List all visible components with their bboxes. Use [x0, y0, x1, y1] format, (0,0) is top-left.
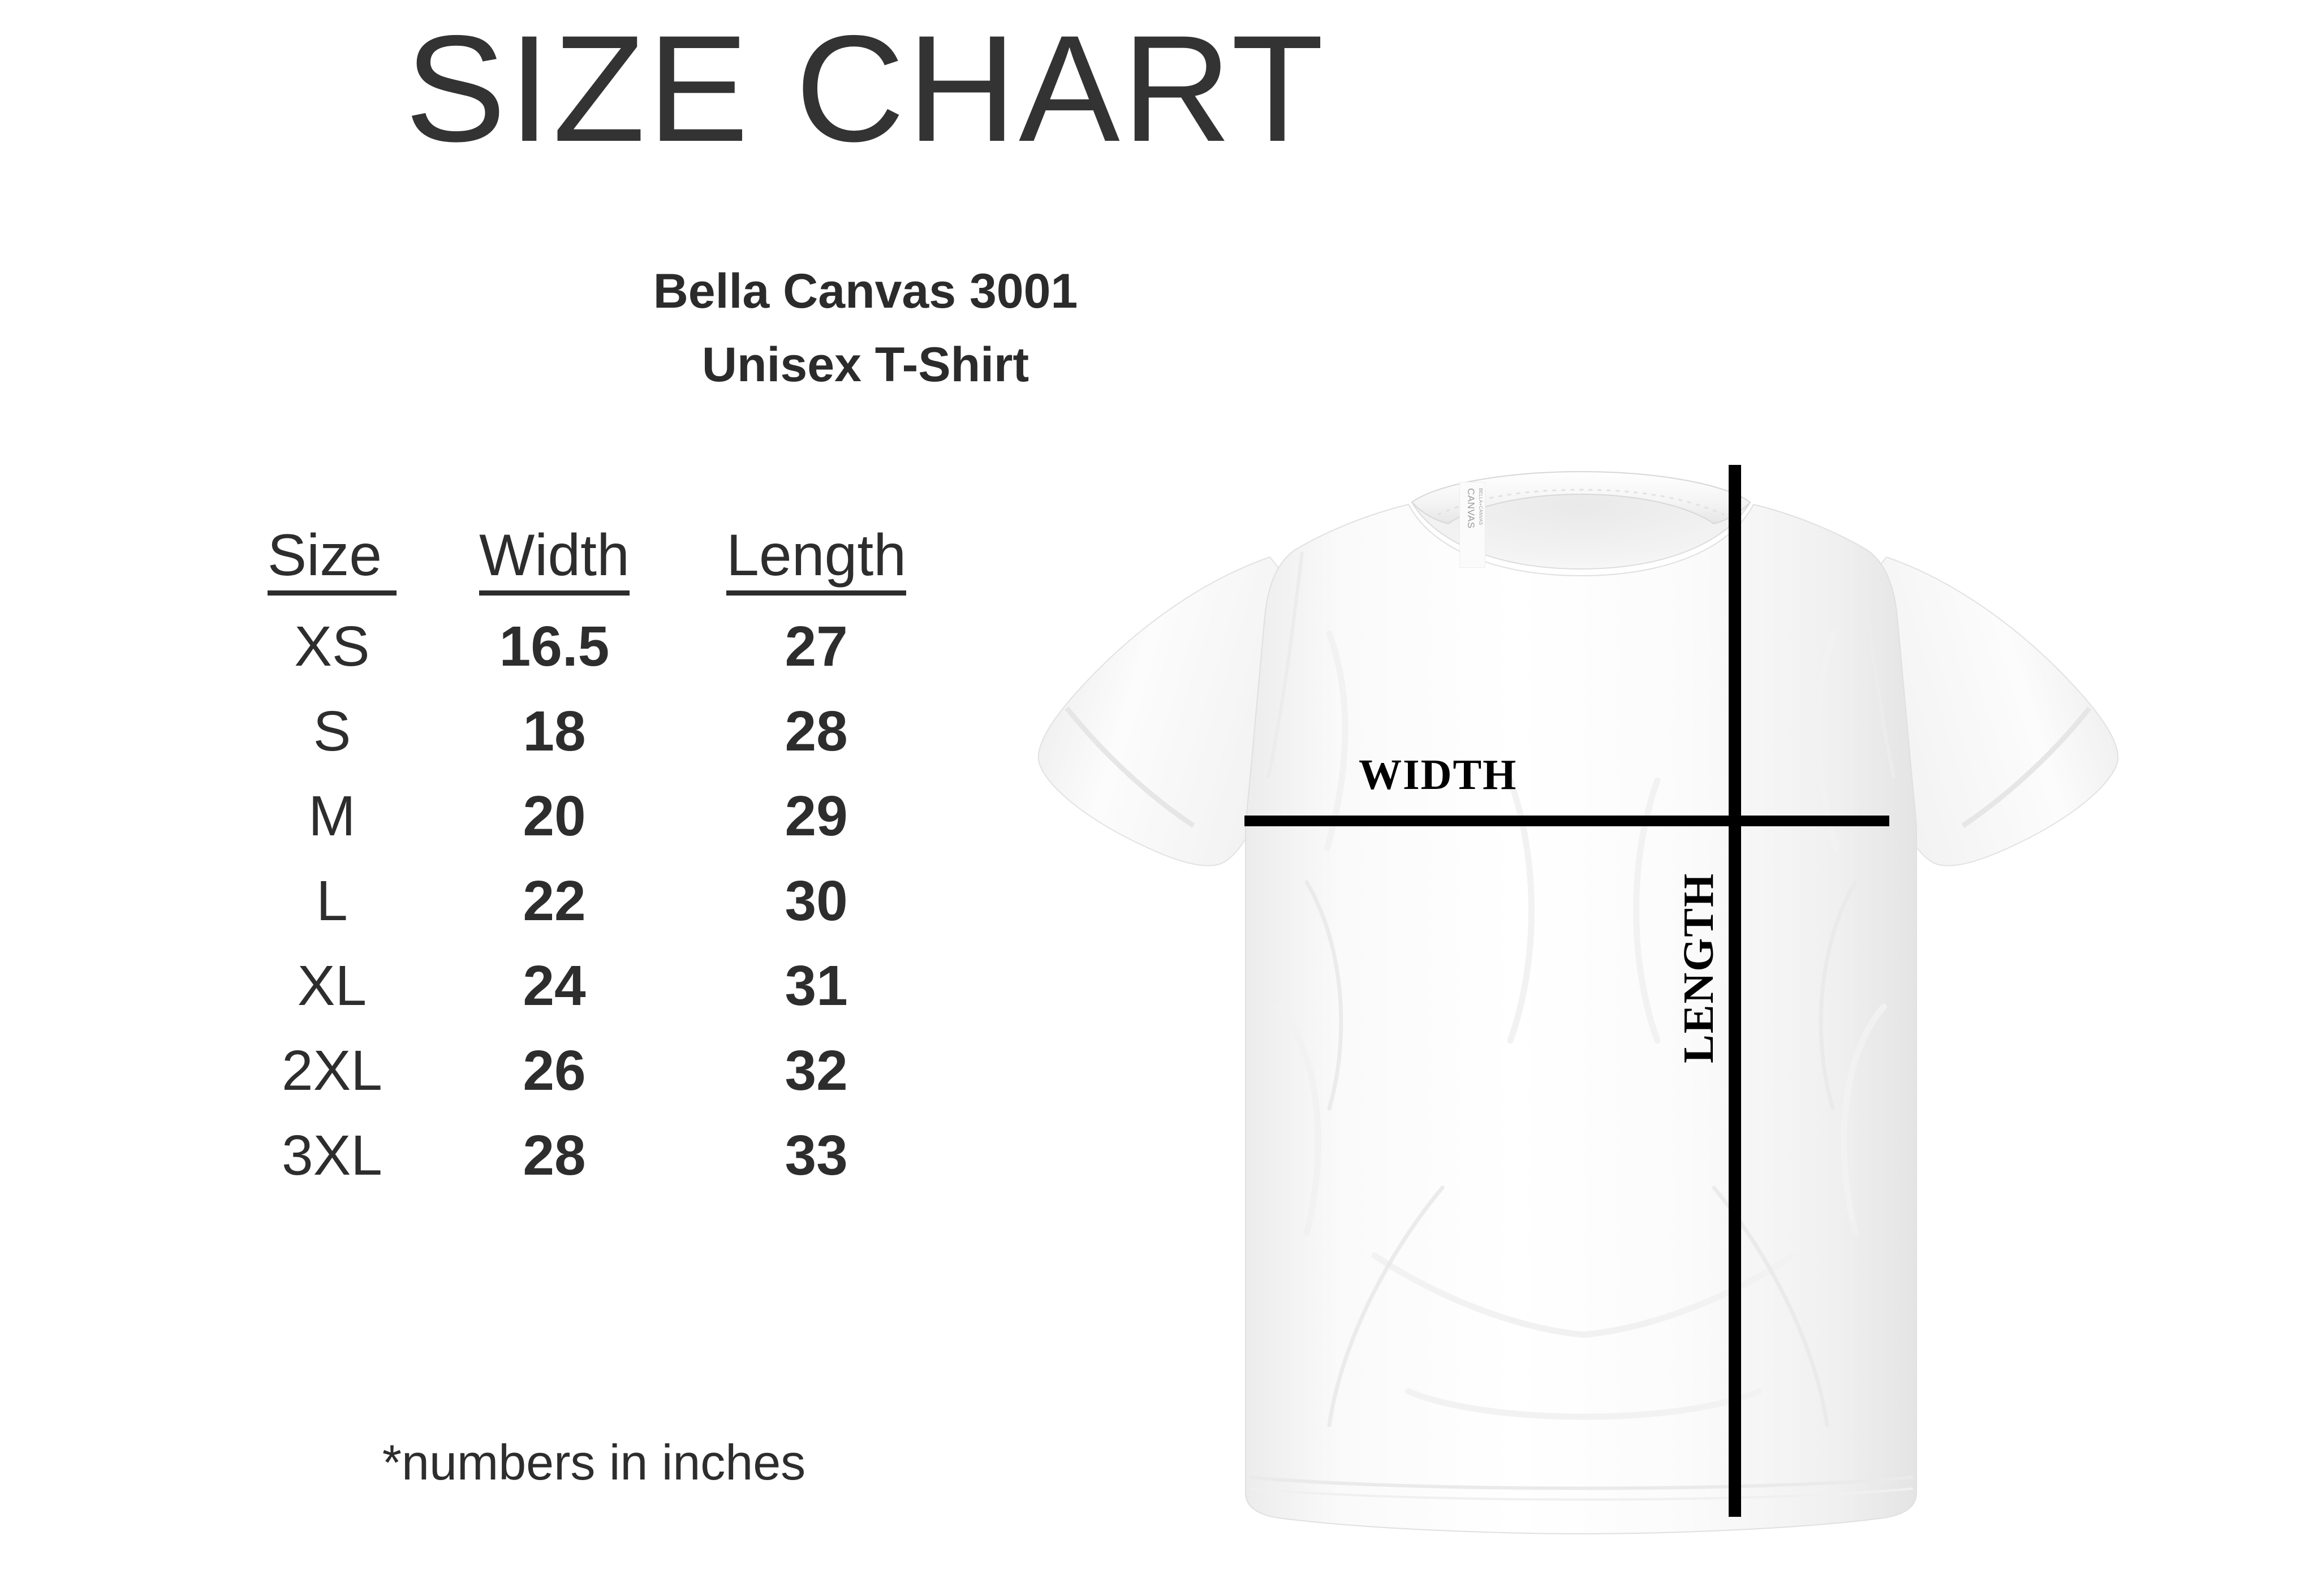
cell-length: 27 — [785, 615, 848, 678]
cell-length: 30 — [785, 869, 848, 933]
cell-size: XL — [297, 954, 367, 1017]
width-measurement-line — [1244, 816, 1889, 826]
table-row: XS 16.5 27 — [238, 599, 950, 684]
product-name: Bella Canvas 3001 — [653, 264, 1078, 318]
cell-size: 2XL — [281, 1039, 382, 1102]
cell-width: 16.5 — [499, 615, 610, 678]
cell-size: XS — [294, 615, 370, 678]
size-table-container: Size Width Length XS 16.5 27 S — [238, 526, 950, 1193]
cell-width: 22 — [523, 869, 586, 933]
table-row: M 20 29 — [238, 769, 950, 853]
table-row: XL 24 31 — [238, 938, 950, 1023]
table-row: 2XL 26 32 — [238, 1023, 950, 1108]
cell-length: 33 — [785, 1124, 848, 1187]
table-header-row: Size Width Length — [238, 526, 950, 599]
column-header-width-label: Width — [479, 526, 630, 596]
cell-length: 29 — [785, 784, 848, 848]
column-header-length-label: Length — [726, 526, 907, 596]
column-header-length: Length — [682, 526, 950, 599]
length-measurement-label: LENGTH — [1675, 872, 1722, 1063]
cell-width: 28 — [523, 1124, 586, 1187]
column-header-width: Width — [427, 526, 682, 599]
cell-width: 24 — [523, 954, 586, 1017]
tshirt-diagram: CANVAS BELLA+CANVAS WIDTH LENGTH — [1013, 430, 2144, 1555]
neck-label-sub-text: BELLA+CANVAS — [1478, 488, 1483, 525]
cell-length: 31 — [785, 954, 848, 1017]
table-row: S 18 28 — [238, 684, 950, 769]
length-measurement-line — [1729, 465, 1741, 1517]
column-header-size: Size — [238, 526, 427, 599]
cell-size: S — [313, 700, 351, 763]
cell-width: 26 — [523, 1039, 586, 1102]
cell-size: M — [308, 784, 356, 848]
neck-label-brand-text: CANVAS — [1466, 488, 1476, 529]
size-table: Size Width Length XS 16.5 27 S — [238, 526, 950, 1193]
column-header-size-label: Size — [267, 526, 397, 596]
product-type: Unisex T-Shirt — [701, 338, 1029, 392]
cell-width: 18 — [523, 700, 586, 763]
width-measurement-label: WIDTH — [1359, 751, 1518, 799]
page-title: SIZE CHART — [404, 3, 1326, 173]
tshirt-image — [1037, 471, 2119, 1535]
units-footnote: *numbers in inches — [382, 1434, 806, 1490]
cell-size: L — [316, 869, 348, 933]
neck-brand-label: CANVAS BELLA+CANVAS — [1459, 482, 1485, 568]
table-row: L 22 30 — [238, 853, 950, 938]
cell-length: 28 — [785, 700, 848, 763]
cell-length: 32 — [785, 1039, 848, 1102]
cell-width: 20 — [523, 784, 586, 848]
cell-size: 3XL — [281, 1124, 382, 1187]
table-row: 3XL 28 33 — [238, 1108, 950, 1193]
